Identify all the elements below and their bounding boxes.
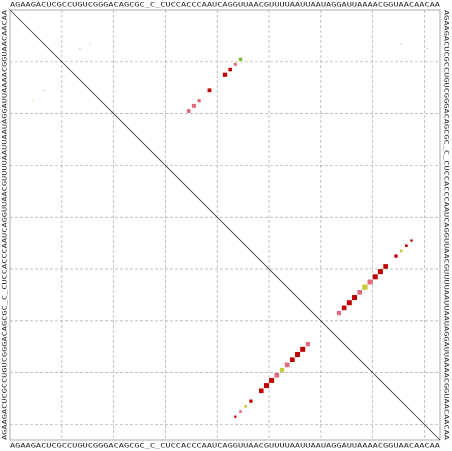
plot-frame: [9, 9, 441, 441]
pair-probability-dot: [43, 89, 45, 91]
pair-probability-dot: [394, 254, 398, 258]
pair-probability-dot: [79, 48, 81, 50]
pair-probability-dot: [197, 99, 201, 103]
pair-probability-dot: [263, 383, 269, 389]
pair-probability-dot: [233, 62, 237, 66]
pair-probability-dot: [228, 67, 232, 72]
pair-probability-dot: [207, 88, 212, 93]
pair-probability-dot: [295, 352, 301, 358]
pair-probability-dot: [383, 264, 388, 269]
pair-probability-dot: [410, 239, 413, 242]
pair-probability-dot: [238, 57, 243, 61]
pair-probability-dot: [258, 388, 264, 394]
pair-probability-dot: [399, 249, 403, 253]
pair-probability-dot: [352, 295, 358, 301]
pair-probability-dot: [249, 399, 253, 403]
pair-probability-dot: [191, 103, 196, 108]
pair-probability-dot: [377, 269, 383, 275]
pair-probability-dot: [426, 48, 428, 50]
pair-probability-dot: [346, 300, 352, 306]
pair-probability-dot: [290, 357, 295, 363]
pair-probability-dot: [300, 346, 306, 352]
pair-probability-dot: [234, 415, 237, 418]
pair-probability-dot: [274, 372, 280, 378]
sequence-top: AGAAGACUCGCCUGUCGGGACAGCGC_C_CUCCACCCAAU…: [10, 2, 441, 9]
pair-probability-dot: [400, 43, 402, 45]
pair-probability-dot: [341, 305, 347, 311]
pair-probability-dot: [239, 410, 242, 413]
pair-probability-dot: [404, 244, 408, 248]
pair-probability-dot: [222, 72, 228, 77]
pair-probability-dot: [284, 362, 290, 368]
pair-probability-dot: [367, 279, 373, 285]
sequence-right: AGAAGACUCGCCUGUCGGGACAGCGC_C_CUCCACCCAAU…: [443, 10, 450, 441]
pair-probability-dot: [279, 367, 285, 373]
pair-probability-dot: [186, 109, 191, 113]
diagonal: [9, 9, 441, 441]
pair-probability-dot: [269, 377, 275, 383]
sequence-bottom: AGAAGACUCGCCUGUCGGGACAGCGC_C_CUCCACCCAAU…: [10, 443, 441, 450]
pair-probability-dot: [305, 342, 310, 347]
pair-probability-dot: [372, 274, 378, 280]
pair-probability-dot: [336, 310, 342, 316]
pair-probability-dot: [244, 404, 248, 408]
pair-probability-dot: [32, 100, 34, 102]
pair-probability-dot: [89, 43, 91, 45]
sequence-left: AGAAGACUCGCCUGUCGGGACAGCGC_C_CUCCACCCAAU…: [2, 9, 9, 440]
pair-probability-dot: [362, 284, 368, 290]
pair-probability-dot: [357, 290, 363, 295]
